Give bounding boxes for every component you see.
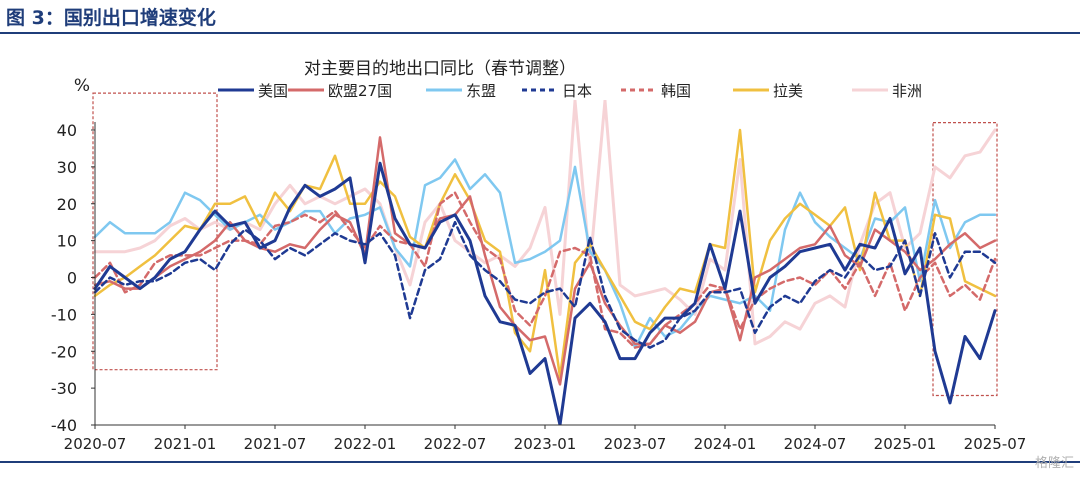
title-divider — [0, 32, 1080, 34]
legend-label-2: 欧盟27国 — [328, 82, 392, 100]
series-line-3 — [93, 158, 997, 349]
y-tick-label: 0 — [67, 269, 77, 288]
x-tick-label: 2021-07 — [244, 435, 307, 453]
series-line-5 — [93, 191, 997, 349]
series-line-4 — [93, 220, 997, 349]
highlight-box-1 — [92, 92, 218, 371]
x-tick-label: 2020-07 — [64, 435, 127, 453]
y-tick-label: -40 — [51, 416, 77, 435]
bottom-divider — [0, 461, 1080, 463]
y-tick-label: -10 — [51, 305, 77, 324]
x-tick-label: 2022-01 — [334, 435, 397, 453]
legend-label-6: 拉美 — [773, 82, 803, 100]
x-tick-label: 2022-07 — [424, 435, 487, 453]
series-line-6 — [93, 128, 997, 379]
y-tick-label: 10 — [57, 232, 77, 251]
y-axis-label: % — [74, 76, 90, 96]
legend-label-3: 东盟 — [466, 82, 496, 100]
watermark: 格隆汇 — [1034, 456, 1074, 471]
legend-label-4: 日本 — [562, 82, 592, 100]
chart-title: 对主要目的地出口同比（春节调整） — [304, 59, 576, 79]
series-line-1 — [93, 161, 997, 425]
x-tick-label: 2023-07 — [604, 435, 667, 453]
x-tick-label: 2025-07 — [964, 435, 1027, 453]
y-tick-label: 30 — [57, 158, 77, 177]
x-tick-label: 2024-07 — [784, 435, 847, 453]
y-tick-label: -30 — [51, 379, 77, 398]
x-tick-label: 2023-01 — [514, 435, 577, 453]
y-tick-label: 40 — [57, 121, 77, 140]
axes: -40 -30 -20 -10 0 10 20 30 40 2020-07 2021-01 2021-… — [51, 121, 1026, 453]
legend-label-5: 韩国 — [661, 82, 691, 100]
plot-area — [92, 92, 998, 425]
figure-title: 图 3：国别出口增速变化 — [6, 7, 216, 29]
series-line-2 — [93, 136, 997, 386]
x-tick-label: 2021-01 — [154, 435, 217, 453]
x-tick-label: 2025-01 — [874, 435, 937, 453]
y-tick-label: 20 — [57, 195, 77, 214]
x-tick-label: 2024-01 — [694, 435, 757, 453]
y-tick-label: -20 — [51, 342, 77, 361]
legend-label-7: 非洲 — [892, 82, 922, 100]
legend-label-1: 美国 — [258, 82, 288, 100]
legend: 美国 欧盟27国 东盟 日本 韩国 拉美 非洲 — [218, 82, 922, 100]
